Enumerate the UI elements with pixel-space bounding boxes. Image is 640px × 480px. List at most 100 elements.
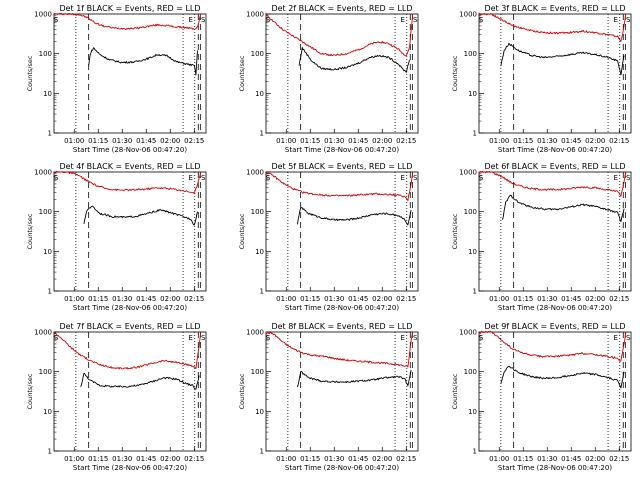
lld-series-line: [265, 12, 414, 57]
x-tick-label: 01:15: [300, 137, 320, 145]
plot-frame: [265, 171, 419, 292]
detector-panel: Det 2f BLACK = Events, RED = LLD 1 10 100 10…: [238, 4, 419, 154]
x-axis-label: Start Time (28-Nov-06 00:47:20): [498, 146, 612, 154]
interval-marker: S: [54, 16, 59, 24]
panel-title: Det 7f BLACK = Events, RED = LLD: [59, 322, 200, 331]
events-series-line: [80, 372, 200, 390]
y-tick-label: 100: [464, 368, 477, 376]
x-tick-label: 01:00: [64, 137, 84, 145]
x-tick-label: 01:45: [136, 137, 156, 145]
x-tick-label: 01:15: [513, 455, 533, 463]
y-axis-label: Counts/sec: [451, 213, 459, 249]
y-axis-label: Counts/sec: [451, 373, 459, 409]
y-tick-label: 100: [464, 208, 477, 216]
events-series-line: [297, 207, 412, 226]
y-tick-label: 1: [473, 448, 477, 456]
x-tick-label: 01:30: [112, 455, 132, 463]
x-tick-label: 01:00: [489, 455, 509, 463]
x-tick-label: 01:30: [324, 295, 344, 303]
x-tick-label: 01:30: [112, 295, 132, 303]
y-tick-label: 10: [468, 408, 477, 416]
events-series-line: [502, 194, 625, 223]
interval-marker: E: [614, 334, 618, 342]
panel-title: Det 5f BLACK = Events, RED = LLD: [271, 162, 412, 171]
x-tick-label: 01:15: [300, 455, 320, 463]
y-tick-label: 1000: [246, 169, 264, 177]
detector-panel: Det 6f BLACK = Events, RED = LLD 1 10 100 10…: [451, 162, 632, 312]
interval-marker: E: [401, 334, 405, 342]
detector-panel: Det 4f BLACK = Events, RED = LLD 1 10 100 10…: [26, 162, 207, 312]
x-tick-label: 02:15: [396, 455, 416, 463]
panel-title: Det 8f BLACK = Events, RED = LLD: [271, 322, 412, 331]
interval-marker: E: [189, 16, 193, 24]
lld-series-line: [265, 171, 414, 201]
x-tick-label: 01:30: [537, 295, 557, 303]
y-axis-label: Counts/sec: [238, 55, 246, 91]
plot-frame: [478, 13, 632, 134]
lld-series-line: [265, 331, 414, 368]
lld-series-line: [53, 170, 202, 195]
x-tick-label: 02:15: [184, 137, 204, 145]
x-axis-label: Start Time (28-Nov-06 00:47:20): [285, 304, 399, 312]
x-tick-label: 01:00: [276, 137, 296, 145]
detector-panel: Det 3f BLACK = Events, RED = LLD 1 10 100 10…: [451, 4, 632, 154]
x-tick-label: 02:15: [609, 295, 629, 303]
y-tick-label: 100: [251, 208, 264, 216]
lld-series-line: [478, 12, 627, 42]
detector-panel: Det 5f BLACK = Events, RED = LLD 1 10 100 10…: [238, 162, 419, 312]
x-tick-label: 01:00: [64, 295, 84, 303]
interval-marker: E: [189, 334, 193, 342]
x-tick-label: 02:00: [160, 137, 180, 145]
plot-frame: [478, 171, 632, 292]
x-tick-label: 02:15: [609, 137, 629, 145]
y-tick-label: 1000: [34, 169, 52, 177]
interval-marker: S: [626, 334, 631, 342]
x-tick-label: 01:30: [537, 455, 557, 463]
y-tick-label: 1000: [459, 11, 477, 19]
x-axis-label: Start Time (28-Nov-06 00:47:20): [285, 146, 399, 154]
x-tick-label: 01:45: [136, 295, 156, 303]
y-tick-label: 100: [464, 50, 477, 58]
y-tick-label: 10: [43, 408, 52, 416]
x-tick-label: 01:00: [276, 295, 296, 303]
panel-title: Det 3f BLACK = Events, RED = LLD: [484, 4, 625, 13]
events-series-line: [298, 47, 410, 73]
events-series-line: [88, 47, 198, 76]
interval-marker: S: [266, 16, 271, 24]
y-tick-label: 100: [251, 368, 264, 376]
panel-title: Det 6f BLACK = Events, RED = LLD: [484, 162, 625, 171]
detector-panel: Det 7f BLACK = Events, RED = LLD 1 10 100 10…: [26, 322, 207, 472]
y-tick-label: 10: [43, 248, 52, 256]
y-tick-label: 1: [48, 448, 52, 456]
x-tick-label: 01:15: [513, 137, 533, 145]
x-tick-label: 01:45: [561, 455, 581, 463]
y-axis-label: Counts/sec: [26, 55, 34, 91]
y-tick-label: 10: [255, 408, 264, 416]
x-axis-label: Start Time (28-Nov-06 00:47:20): [73, 146, 187, 154]
y-tick-label: 1000: [34, 11, 52, 19]
lld-series-line: [53, 331, 202, 370]
interval-marker: S: [266, 174, 271, 182]
x-tick-label: 01:15: [88, 295, 108, 303]
y-tick-label: 10: [255, 90, 264, 98]
x-tick-label: 02:00: [372, 455, 392, 463]
plot-frame: [478, 331, 632, 452]
lld-series-line: [478, 170, 627, 197]
interval-marker: E: [614, 16, 618, 24]
x-axis-label: Start Time (28-Nov-06 00:47:20): [73, 464, 187, 472]
interval-marker: S: [413, 174, 418, 182]
x-tick-label: 01:15: [88, 137, 108, 145]
interval-marker: E: [614, 174, 618, 182]
plot-frame: [265, 331, 419, 452]
x-axis-label: Start Time (28-Nov-06 00:47:20): [498, 464, 612, 472]
x-axis-label: Start Time (28-Nov-06 00:47:20): [498, 304, 612, 312]
x-tick-label: 02:15: [396, 137, 416, 145]
y-tick-label: 100: [39, 208, 52, 216]
x-tick-label: 02:00: [160, 295, 180, 303]
x-tick-label: 01:15: [88, 455, 108, 463]
events-series-line: [500, 365, 625, 389]
detector-panel: Det 8f BLACK = Events, RED = LLD 1 10 100 10…: [238, 322, 419, 472]
interval-marker: S: [479, 16, 484, 24]
plot-frame: [53, 331, 207, 452]
